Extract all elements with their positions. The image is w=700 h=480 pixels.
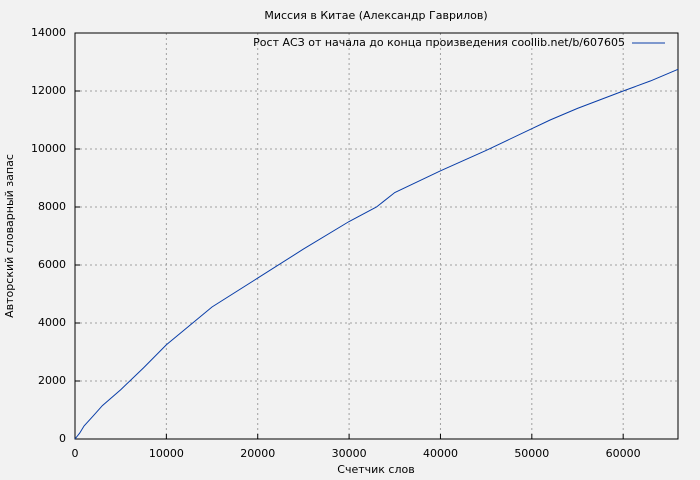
x-tick-label: 20000 xyxy=(240,447,275,460)
x-axis-label: Счетчик слов xyxy=(337,463,414,476)
y-tick-label: 10000 xyxy=(31,142,66,155)
y-axis-label: Авторский словарный запас xyxy=(3,154,16,318)
x-tick-label: 60000 xyxy=(606,447,641,460)
y-tick-label: 2000 xyxy=(38,374,66,387)
chart-title: Миссия в Китае (Александр Гаврилов) xyxy=(264,9,487,22)
x-tick-label: 30000 xyxy=(332,447,367,460)
x-tick-label: 50000 xyxy=(514,447,549,460)
y-tick-label: 14000 xyxy=(31,26,66,39)
plot-frame xyxy=(74,32,679,440)
x-tick-label: 10000 xyxy=(149,447,184,460)
x-tick-label: 0 xyxy=(72,447,79,460)
legend-label: Рост АСЗ от начала до конца произведения… xyxy=(253,36,625,49)
y-tick-label: 0 xyxy=(59,432,66,445)
y-tick-label: 6000 xyxy=(38,258,66,271)
y-tick-label: 12000 xyxy=(31,84,66,97)
y-tick-label: 4000 xyxy=(38,316,66,329)
y-tick-label: 8000 xyxy=(38,200,66,213)
data-line xyxy=(74,68,679,440)
x-tick-label: 40000 xyxy=(423,447,458,460)
